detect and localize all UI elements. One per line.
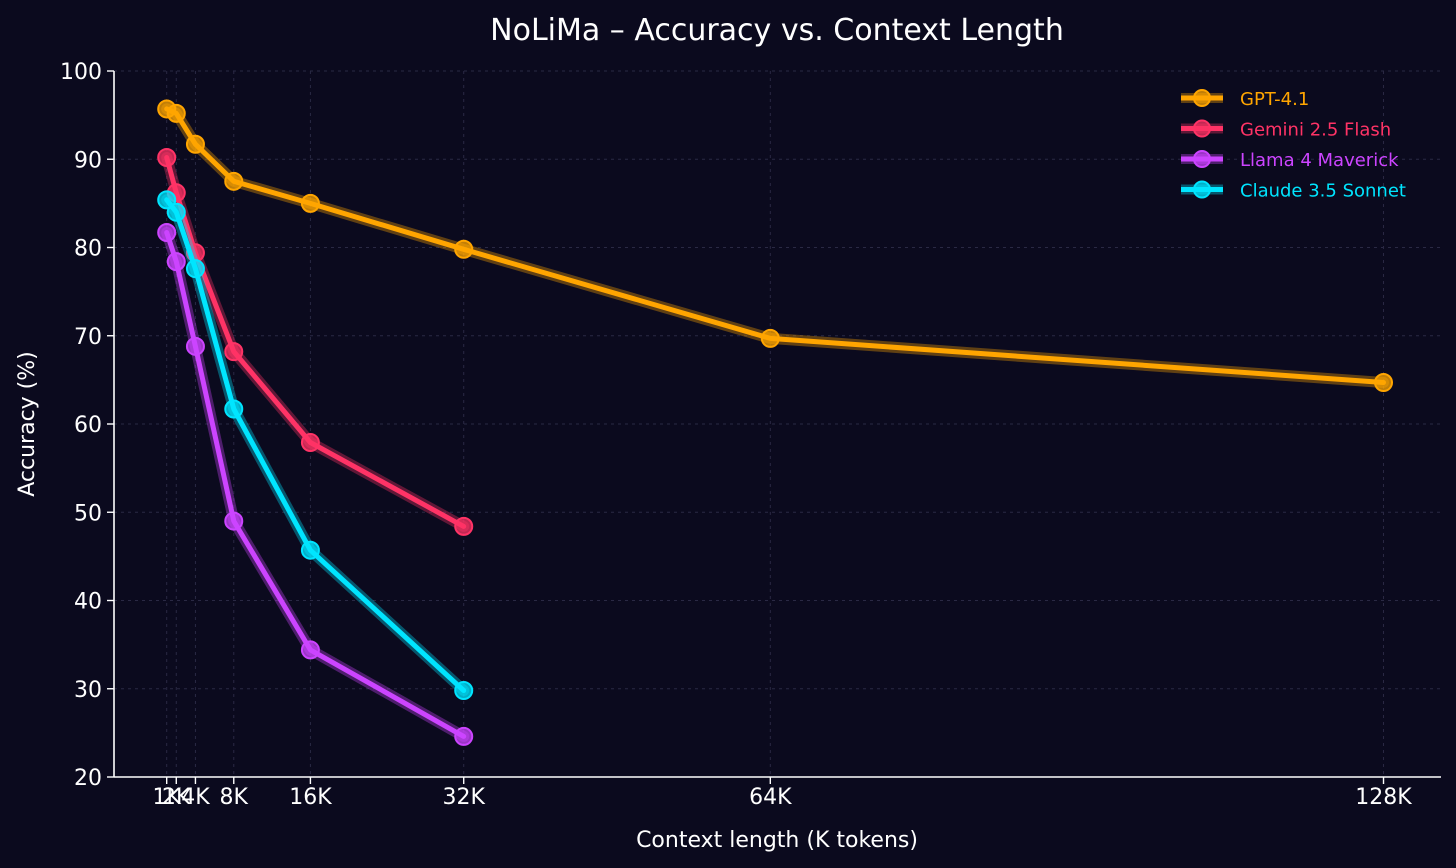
series-claude-3-5-sonnet [157,190,474,701]
legend-label: GPT-4.1 [1240,89,1309,110]
y-axis-label: Accuracy (%) [15,351,40,497]
series-gemini-2-5-flash [157,147,474,536]
data-point[interactable] [166,252,186,272]
data-point[interactable] [224,511,244,531]
data-point[interactable] [166,202,186,222]
x-tick-label: 64K [749,785,792,810]
data-point[interactable] [224,171,244,191]
legend-item: GPT-4.1 [1181,89,1309,110]
y-tick-label: 40 [74,590,102,615]
legend-swatch-marker [1193,150,1211,168]
series-lines [157,99,1394,746]
x-tick-label: 16K [289,785,332,810]
legend-item: Llama 4 Maverick [1181,150,1399,171]
data-point[interactable] [454,516,474,536]
legend-swatch-marker [1193,180,1211,199]
x-tick-label: 2K [162,785,191,810]
series-llama-4-maverick [157,222,474,746]
y-tick-label: 30 [74,678,102,703]
data-point[interactable] [454,681,474,701]
series-gpt-4-1 [157,99,1394,393]
data-point[interactable] [185,134,205,154]
legend: GPT-4.1 Gemini 2.5 Flash Llama 4 Maverick C… [1181,89,1406,202]
x-tick-label: 4K [181,785,210,810]
data-point[interactable] [185,259,205,279]
data-point[interactable] [454,239,474,259]
data-point[interactable] [185,336,205,356]
x-tick-label: 8K [220,785,249,810]
legend-label: Llama 4 Maverick [1240,150,1399,171]
data-point[interactable] [300,433,320,453]
x-tick-label: 128K [1355,785,1412,810]
data-point[interactable] [157,147,177,167]
data-point[interactable] [760,328,780,348]
data-point[interactable] [166,103,186,123]
y-tick-label: 50 [74,501,102,526]
y-tick-label: 80 [74,237,102,262]
data-point[interactable] [224,399,244,419]
y-tick-label: 90 [74,148,102,173]
data-point[interactable] [157,190,177,210]
data-point[interactable] [300,540,320,560]
legend-label: Gemini 2.5 Flash [1240,120,1391,141]
legend-item: Gemini 2.5 Flash [1181,119,1391,141]
grid [114,70,1441,777]
y-tick-label: 20 [74,766,102,791]
data-point[interactable] [300,193,320,213]
chart-title: NoLiMa – Accuracy vs. Context Length [490,13,1064,48]
legend-item: Claude 3.5 Sonnet [1181,180,1406,202]
y-ticks: 20 30 40 50 60 70 80 90 100 [60,60,114,791]
y-tick-label: 70 [74,325,102,350]
x-tick-label: 32K [443,785,486,810]
data-point[interactable] [224,342,244,362]
data-point[interactable] [300,640,320,660]
legend-swatch-marker [1193,119,1211,138]
legend-label: Claude 3.5 Sonnet [1240,181,1406,202]
y-tick-label: 100 [60,60,102,85]
y-tick-label: 60 [74,413,102,438]
data-point[interactable] [454,726,474,746]
data-point[interactable] [157,222,177,242]
legend-swatch-marker [1193,89,1211,107]
data-point[interactable] [1374,373,1394,393]
x-axis-label: Context length (K tokens) [636,828,918,853]
x-tick-label: 1K [152,785,181,810]
